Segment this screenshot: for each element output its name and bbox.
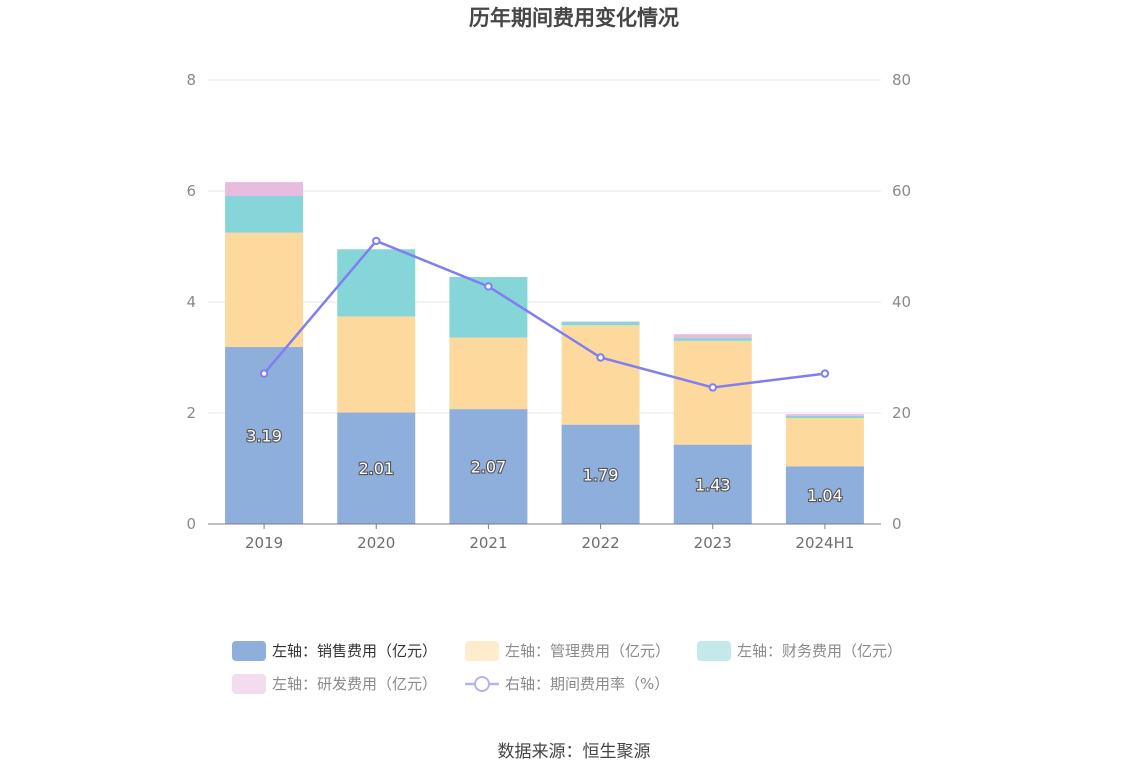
legend-label: 左轴：财务费用（亿元） [737, 642, 902, 660]
bar-segment [785, 414, 864, 416]
legend-label: 左轴：研发费用（亿元） [272, 675, 437, 693]
y-left-tick-label: 6 [186, 182, 196, 200]
bar-segment [449, 337, 528, 410]
bar-segment [225, 182, 304, 196]
y-right-tick-label: 80 [892, 71, 911, 89]
data-labels: 3.19 2.01 2.07 1.79 1.43 1.04 [245, 425, 844, 506]
bar-segment [785, 415, 864, 418]
bars [225, 182, 864, 524]
x-tick-label: 2019 [245, 534, 283, 552]
legend-label: 右轴：期间费用率（%） [505, 675, 669, 693]
bar-segment [673, 338, 752, 341]
bar-segment [337, 316, 416, 413]
bar-data-label: 1.04 [807, 486, 843, 505]
x-tick-label: 2020 [357, 534, 395, 552]
bar-segment [337, 412, 416, 524]
bar-segment [785, 466, 864, 524]
bar-data-label: 3.19 [246, 426, 282, 445]
bar-segment [785, 417, 864, 467]
legend-item[interactable]: 左轴：销售费用（亿元） [232, 641, 437, 661]
bar-data-label: 2.01 [358, 459, 394, 478]
bar-segment [673, 340, 752, 445]
bar-segment [561, 321, 640, 322]
bar-data-label: 1.43 [695, 475, 731, 494]
legend-item[interactable]: 左轴：研发费用（亿元） [232, 674, 437, 694]
bar-segment [561, 424, 640, 524]
legend-swatch [697, 641, 731, 661]
chart-title: 历年期间费用变化情况 [469, 6, 679, 30]
bar-data-label: 2.07 [471, 458, 507, 477]
line-point [484, 282, 493, 291]
legend-item[interactable]: 左轴：财务费用（亿元） [697, 641, 902, 661]
bar-segment [225, 195, 304, 233]
y-left-tick-label: 4 [186, 293, 196, 311]
legend-swatch [232, 674, 266, 694]
bar-data-label: 1.79 [583, 465, 619, 484]
source-note: 数据来源：恒生聚源 [498, 742, 651, 762]
line-point [372, 236, 381, 246]
line-point [596, 353, 605, 362]
line-point [259, 369, 269, 378]
bar-segment [561, 321, 640, 326]
legend-item[interactable]: 左轴：管理费用（亿元） [465, 641, 670, 661]
line-point [708, 383, 717, 392]
bar-segment [673, 444, 752, 524]
legend-marker [474, 676, 490, 692]
legend-item[interactable]: 右轴：期间费用率（%） [465, 675, 669, 693]
legend-label: 左轴：销售费用（亿元） [272, 642, 437, 660]
y-right-tick-label: 20 [892, 404, 911, 422]
y-right-tick-label: 60 [892, 182, 911, 200]
x-tick-label: 2022 [581, 534, 619, 552]
bar-segment [449, 409, 528, 524]
x-tick-label: 2023 [694, 534, 732, 552]
y-left-tick-label: 0 [186, 515, 196, 533]
bar-segment [673, 334, 752, 339]
legend-swatch [232, 641, 266, 661]
x-tick-label: 2021 [469, 534, 507, 552]
y-right-tick-label: 0 [892, 515, 902, 533]
bar-segment [337, 249, 416, 317]
y-left-tick-label: 2 [186, 404, 196, 422]
x-tick-label: 2024H1 [795, 534, 854, 552]
legend-label: 左轴：管理费用（亿元） [505, 642, 670, 660]
line-point [820, 369, 830, 378]
bar-segment [225, 232, 304, 347]
line-series [259, 236, 830, 392]
line-series-path [263, 239, 826, 389]
legend[interactable]: 左轴：销售费用（亿元） 左轴：管理费用（亿元） 左轴：财务费用（亿元） 左轴：研发费用… [232, 641, 902, 694]
y-left-tick-label: 8 [186, 71, 196, 89]
legend-swatch [465, 641, 499, 661]
y-right-tick-label: 40 [892, 293, 911, 311]
grid [208, 79, 881, 414]
